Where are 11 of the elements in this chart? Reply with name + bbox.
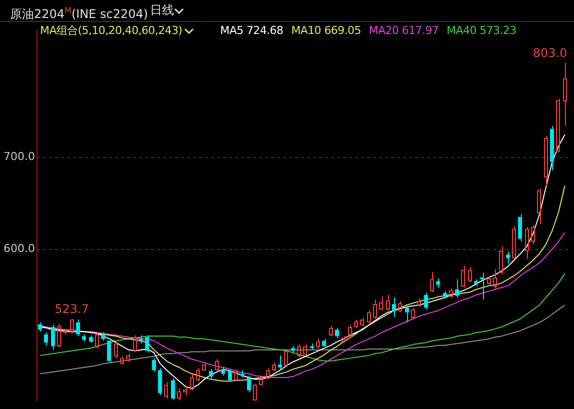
y-tick-label: 700.0 bbox=[4, 150, 35, 164]
annotation: 523.7 bbox=[54, 302, 89, 316]
chart-title: 原油2204$^{M}$(INE sc2204) bbox=[10, 5, 148, 23]
y-tick-label: 600.0 bbox=[4, 242, 35, 255]
text: MA5 724.68 bbox=[220, 24, 284, 37]
text: MA20 617.97 bbox=[368, 24, 439, 37]
text: MA40 573.23 bbox=[446, 24, 516, 37]
chart-subtitle: 日线 bbox=[150, 3, 174, 17]
legend-title: MA组合(5,10,20,40,60,243) bbox=[40, 24, 182, 37]
text: MA10 669.05 bbox=[291, 24, 361, 37]
annotation: 803.0 bbox=[532, 46, 568, 60]
